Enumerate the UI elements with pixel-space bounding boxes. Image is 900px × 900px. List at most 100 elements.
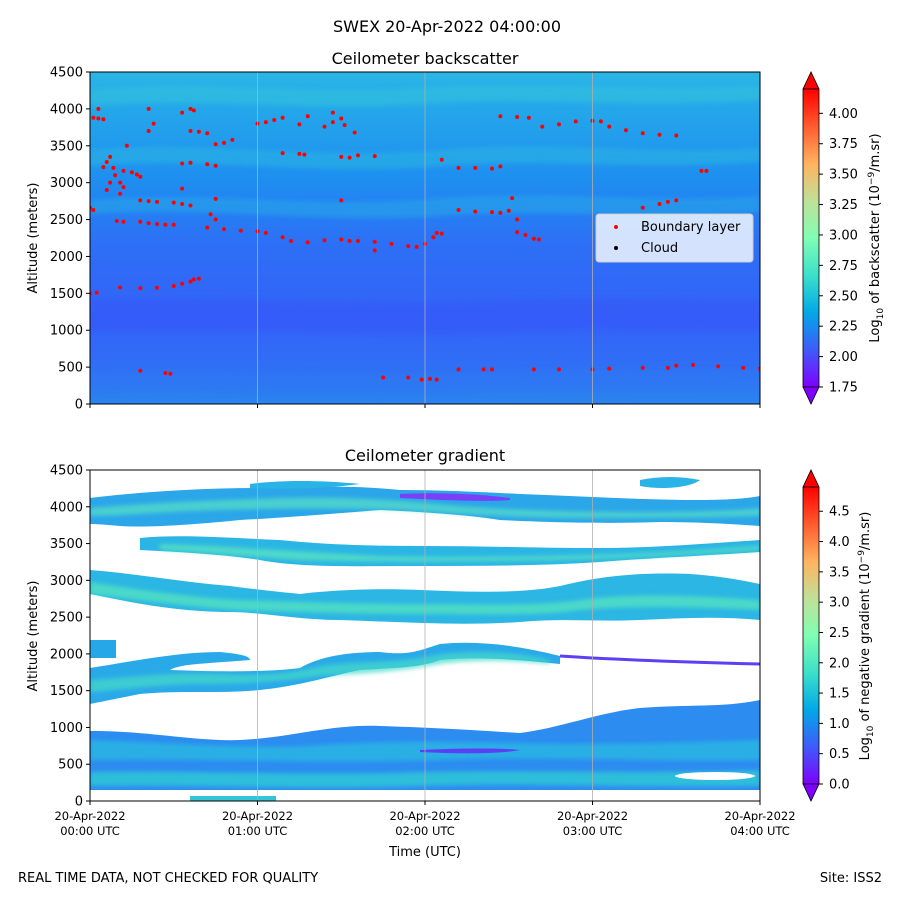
- boundary-layer-point: [180, 202, 185, 207]
- y-tick-label: 500: [58, 758, 83, 773]
- boundary-layer-point: [222, 227, 226, 232]
- boundary-layer-point: [213, 196, 218, 201]
- boundary-layer-point: [434, 377, 439, 382]
- boundary-layer-point: [121, 219, 126, 224]
- y-tick-label: 0: [75, 795, 83, 810]
- colorbar-tick-label: 3.50: [829, 168, 858, 183]
- boundary-layer-point: [213, 217, 218, 222]
- colorbar-tick-label: 3.00: [829, 228, 858, 243]
- boundary-layer-point: [124, 143, 129, 148]
- y-tick-label: 4500: [50, 66, 83, 81]
- boundary-layer-point: [96, 106, 101, 111]
- boundary-layer-point: [490, 367, 494, 372]
- boundary-layer-point: [531, 236, 536, 241]
- colorbar-tick-label: 2.0: [829, 656, 850, 671]
- boundary-layer-point: [381, 375, 386, 380]
- boundary-layer-point: [434, 230, 439, 235]
- boundary-layer-point: [431, 235, 436, 240]
- boundary-layer-point: [205, 225, 210, 230]
- boundary-layer-point: [339, 154, 344, 159]
- boundary-layer-point: [188, 106, 193, 111]
- gradient-y-axis: 0 500 1000 1500 2000 2500 3000 3500 4000 4500: [50, 464, 90, 810]
- colorbar-tick-label: 3.25: [829, 198, 858, 213]
- boundary-layer-point: [111, 165, 116, 170]
- boundary-layer-point: [372, 154, 377, 159]
- boundary-layer-point: [297, 122, 302, 127]
- colorbar-tick-label: 4.00: [829, 107, 858, 122]
- figure-suptitle: SWEX 20-Apr-2022 04:00:00: [333, 17, 561, 36]
- y-tick-label: 3000: [50, 574, 83, 589]
- boundary-layer-point: [188, 129, 193, 134]
- boundary-layer-point: [205, 162, 210, 167]
- boundary-layer-point: [498, 114, 503, 119]
- boundary-layer-point: [302, 152, 307, 157]
- boundary-layer-point: [155, 221, 159, 226]
- boundary-layer-point: [456, 165, 461, 170]
- boundary-layer-point: [557, 122, 561, 127]
- backscatter-marks: [90, 106, 760, 382]
- boundary-layer-point: [280, 115, 285, 120]
- y-tick-label: 500: [58, 361, 83, 376]
- y-tick-label: 3000: [50, 176, 83, 191]
- colorbar-tick-label: 1.5: [829, 687, 850, 702]
- backscatter-title: Ceilometer backscatter: [332, 49, 519, 68]
- y-tick-label: 2000: [50, 647, 83, 662]
- boundary-layer-point: [118, 285, 123, 290]
- boundary-layer-point: [108, 154, 113, 159]
- boundary-layer-point: [406, 244, 411, 249]
- boundary-layer-point: [168, 371, 173, 376]
- boundary-layer-point: [481, 367, 486, 372]
- gradient-gridlines: [257, 470, 593, 801]
- boundary-layer-point: [134, 172, 139, 177]
- boundary-layer-point: [121, 168, 126, 173]
- x-tick-label-date: 20-Apr-2022: [389, 809, 460, 823]
- colorbar-tick-label: 3.0: [829, 596, 850, 611]
- boundary-layer-point: [171, 222, 176, 227]
- y-tick-label: 1500: [50, 287, 83, 302]
- boundary-layer-point: [674, 363, 679, 368]
- boundary-layer-point: [151, 121, 156, 126]
- boundary-layer-point: [213, 142, 218, 147]
- boundary-layer-point: [188, 279, 193, 284]
- backscatter-colorbar: 1.75 2.00 2.25 2.50 2.75 3.00 3.25 3.50 3.75 4.00…: [802, 71, 886, 405]
- boundary-layer-point: [414, 244, 419, 249]
- boundary-layer-point: [573, 119, 578, 124]
- boundary-layer-point: [289, 238, 293, 243]
- boundary-layer-point: [155, 285, 159, 290]
- boundary-layer-point: [113, 173, 118, 178]
- boundary-layer-point: [356, 153, 360, 158]
- boundary-layer-point: [191, 277, 196, 282]
- boundary-layer-point: [674, 133, 679, 138]
- y-tick-label: 1500: [50, 684, 83, 699]
- quality-notice: REAL TIME DATA, NOT CHECKED FOR QUALITY: [18, 871, 318, 886]
- y-tick-label: 2000: [50, 250, 83, 265]
- boundary-layer-point: [439, 157, 444, 162]
- y-tick-label: 3500: [50, 537, 83, 552]
- boundary-layer-point: [155, 199, 159, 204]
- boundary-layer-point: [180, 110, 185, 115]
- gradient-panel: Ceilometer gradient: [26, 446, 876, 860]
- colorbar-tick-label: 2.5: [829, 626, 850, 641]
- boundary-layer-point: [138, 286, 143, 291]
- boundary-layer-point: [208, 212, 213, 217]
- boundary-layer-point: [526, 115, 531, 120]
- boundary-layer-point: [280, 235, 285, 240]
- boundary-layer-point: [280, 151, 285, 156]
- boundary-layer-point: [607, 366, 612, 371]
- boundary-layer-point: [96, 116, 101, 121]
- boundary-layer-point: [263, 230, 268, 235]
- x-tick-label-date: 20-Apr-2022: [724, 809, 795, 823]
- boundary-layer-point: [188, 160, 193, 165]
- boundary-layer-point: [121, 185, 126, 190]
- boundary-layer-point: [699, 168, 704, 173]
- boundary-layer-point: [640, 205, 645, 210]
- gradient-colorbar: 0.0 0.5 1.0 1.5 2.0 2.5 3.0 3.5 4.0 4.5 Log10 of …: [802, 469, 876, 802]
- legend-marker-cloud: [614, 246, 618, 250]
- boundary-layer-point: [347, 238, 352, 243]
- boundary-layer-point: [322, 124, 327, 129]
- boundary-layer-point: [188, 203, 193, 208]
- y-tick-label: 4500: [50, 464, 83, 479]
- boundary-layer-point: [171, 200, 176, 205]
- boundary-layer-point: [108, 180, 113, 185]
- boundary-layer-point: [138, 174, 143, 179]
